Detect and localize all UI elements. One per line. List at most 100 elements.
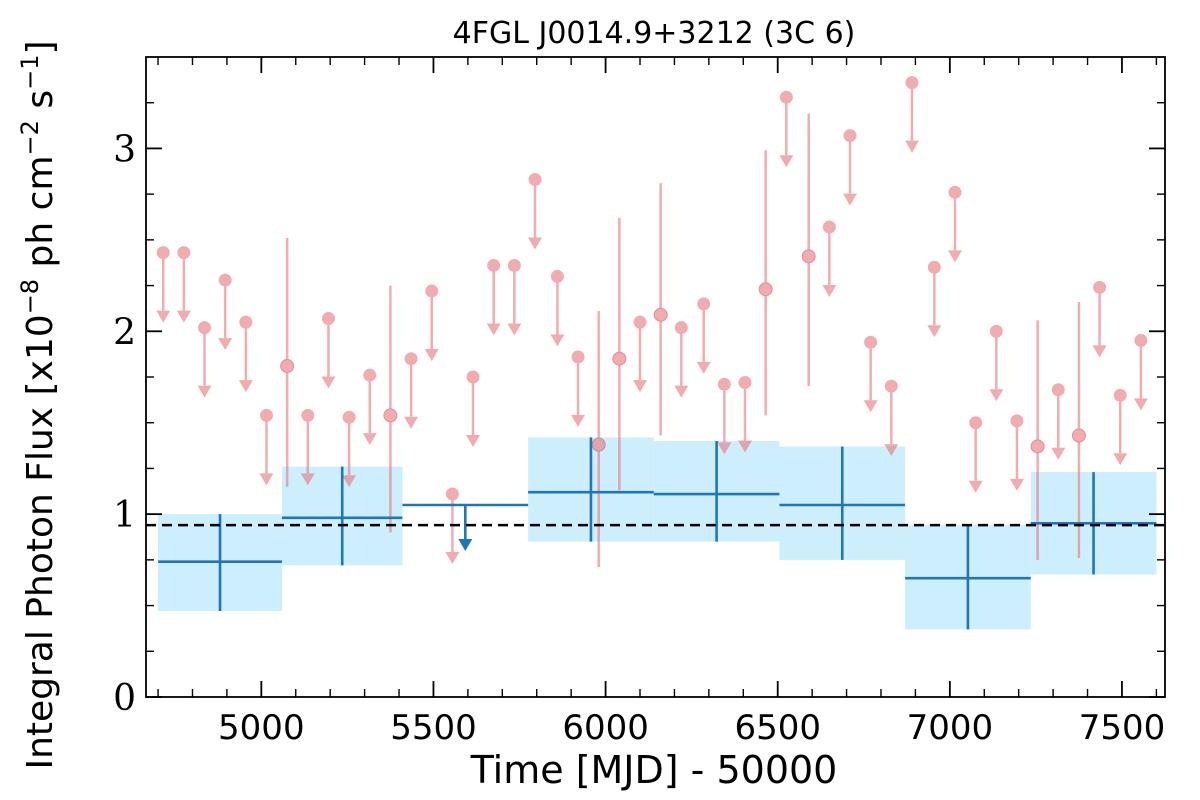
upper-limit-arrow	[466, 435, 481, 447]
upper-limit-arrow	[259, 473, 274, 486]
y-axis-label-mid: ph cm	[20, 155, 61, 278]
upper-limit-arrow	[528, 237, 543, 250]
monthly-marker	[321, 311, 335, 325]
upper-limit-arrow	[238, 380, 253, 393]
monthly-marker	[156, 246, 170, 260]
upper-limit-arrow	[571, 414, 586, 427]
monthly-marker	[1030, 439, 1045, 454]
monthly-marker	[239, 315, 253, 329]
x-tick-label: 7000	[907, 708, 994, 748]
monthly-point	[528, 173, 543, 250]
monthly-point	[927, 260, 942, 338]
monthly-point	[653, 183, 668, 436]
x-tick-label: 6500	[734, 708, 821, 748]
monthly-marker	[528, 173, 542, 187]
y-tick-label: 1	[113, 495, 136, 536]
yearly-bin	[779, 446, 906, 560]
monthly-point	[989, 324, 1004, 402]
monthly-marker	[445, 487, 459, 501]
y-tick-label: 3	[113, 129, 136, 170]
monthly-marker	[198, 321, 212, 335]
upper-limit-arrow	[362, 433, 377, 446]
upper-limit-arrow	[300, 473, 315, 486]
x-tick-label: 6000	[562, 708, 649, 748]
monthly-marker	[633, 315, 647, 329]
monthly-marker	[989, 324, 1003, 338]
monthly-point	[383, 285, 398, 533]
upper-limit-arrow	[321, 376, 336, 389]
monthly-marker	[969, 416, 983, 430]
monthly-point	[445, 487, 460, 565]
upper-limit-arrow	[197, 385, 212, 398]
upper-limit-arrow	[968, 480, 983, 493]
yearly-bin	[528, 437, 654, 542]
monthly-point	[486, 258, 501, 336]
monthly-marker	[550, 269, 564, 283]
y-axis-label-exp: −8	[16, 279, 44, 314]
upper-limit-arrow	[507, 323, 522, 336]
monthly-marker	[466, 370, 480, 384]
upper-limit-arrow	[176, 310, 191, 323]
monthly-marker	[779, 90, 793, 104]
upper-limit-arrow	[843, 193, 858, 206]
monthly-point	[280, 238, 295, 487]
upper-limit-arrow	[404, 416, 419, 429]
upper-limit-arrow	[424, 349, 439, 362]
monthly-marker	[1010, 414, 1024, 428]
monthly-point	[238, 315, 253, 393]
y-axis-label-tail: s	[20, 90, 61, 120]
monthly-point	[717, 377, 732, 455]
monthly-marker	[927, 260, 941, 274]
upper-limit-arrow	[884, 444, 899, 457]
chart-title: 4FGL J0014.9+3212 (3C 6)	[453, 16, 856, 51]
monthly-marker	[363, 368, 377, 382]
monthly-point	[696, 297, 711, 374]
monthly-marker	[884, 379, 898, 393]
monthly-marker	[612, 351, 627, 366]
upper-limit-arrow	[218, 338, 233, 351]
upper-limit-arrow	[445, 552, 460, 565]
x-tick-label: 7500	[1079, 708, 1166, 748]
monthly-marker	[218, 273, 232, 287]
upper-limit-arrow	[342, 475, 357, 488]
monthly-marker	[738, 375, 752, 389]
monthly-point	[424, 284, 439, 362]
upper-limit-arrow	[1113, 453, 1128, 466]
monthly-marker	[383, 408, 398, 423]
monthly-point	[884, 379, 899, 457]
monthly-marker	[758, 282, 773, 297]
monthly-point	[571, 350, 586, 427]
yearly-upper-limit-arrow	[458, 539, 473, 551]
monthly-point	[507, 258, 522, 336]
monthly-point	[1113, 388, 1128, 466]
y-axis-label-main: Integral Photon Flux [x10	[20, 314, 61, 769]
monthly-point	[342, 410, 357, 488]
monthly-marker	[571, 350, 585, 364]
y-tick-label: 0	[113, 678, 136, 719]
upper-limit-arrow	[486, 323, 501, 336]
monthly-marker	[864, 335, 878, 349]
monthly-marker	[301, 408, 315, 422]
monthly-point	[1009, 414, 1024, 491]
x-tick-label: 5500	[390, 708, 477, 748]
y-axis-label: Integral Photon Flux [x10−8 ph cm−2 s−1]	[16, 40, 61, 769]
x-axis-label: Time [MJD] - 50000	[470, 748, 838, 792]
monthly-point	[218, 273, 233, 351]
monthly-point	[300, 408, 315, 486]
monthly-marker	[697, 297, 711, 311]
upper-limit-arrow	[1051, 447, 1066, 460]
monthly-point	[633, 315, 648, 393]
monthly-point	[843, 129, 858, 206]
monthly-marker	[801, 249, 816, 264]
y-axis-label-exp2: −2	[16, 120, 44, 155]
yearly-bin	[281, 466, 403, 566]
yearly-bin	[905, 525, 1031, 630]
monthly-marker	[717, 377, 731, 391]
y-tick-label: 2	[113, 312, 136, 353]
axis-ticks: 5000 5500 6000 6500 7000 7500 0 1 2 3	[113, 57, 1165, 748]
monthly-marker	[905, 76, 919, 90]
upper-limit-arrow	[633, 380, 648, 393]
upper-limit-arrow	[779, 155, 794, 168]
upper-limit-arrow	[927, 325, 942, 338]
